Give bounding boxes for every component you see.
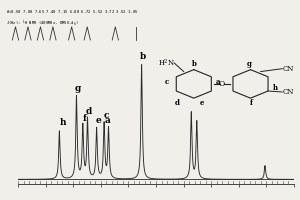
Text: c: c xyxy=(103,111,109,120)
Text: J(Hz): $^1$H NMR (400MHz, DMSO-d$_6$): J(Hz): $^1$H NMR (400MHz, DMSO-d$_6$) xyxy=(6,19,79,28)
Text: O: O xyxy=(219,80,225,88)
Text: a: a xyxy=(216,78,220,86)
Text: N: N xyxy=(167,59,174,67)
Text: b: b xyxy=(192,60,197,68)
Text: e: e xyxy=(200,99,204,107)
Text: a: a xyxy=(104,116,110,125)
Text: h: h xyxy=(272,84,277,92)
Text: h: h xyxy=(59,118,66,127)
Text: H: H xyxy=(159,59,165,67)
Text: e: e xyxy=(95,116,101,125)
Text: f: f xyxy=(82,114,86,123)
Text: b: b xyxy=(140,52,146,61)
Text: f: f xyxy=(250,99,253,107)
Text: g: g xyxy=(247,60,252,68)
Text: c: c xyxy=(165,78,169,86)
Text: 2: 2 xyxy=(164,59,166,64)
Text: CN: CN xyxy=(283,88,294,96)
Text: CN: CN xyxy=(283,65,294,73)
Text: $\delta$=8.50 7.88 7.65 7.48 7.15 6.88 6.72 5.52 3.72 3.52 1.05: $\delta$=8.50 7.88 7.65 7.48 7.15 6.88 6… xyxy=(6,8,139,15)
Text: d: d xyxy=(86,107,92,116)
Text: g: g xyxy=(75,84,81,93)
Text: d: d xyxy=(175,99,180,107)
